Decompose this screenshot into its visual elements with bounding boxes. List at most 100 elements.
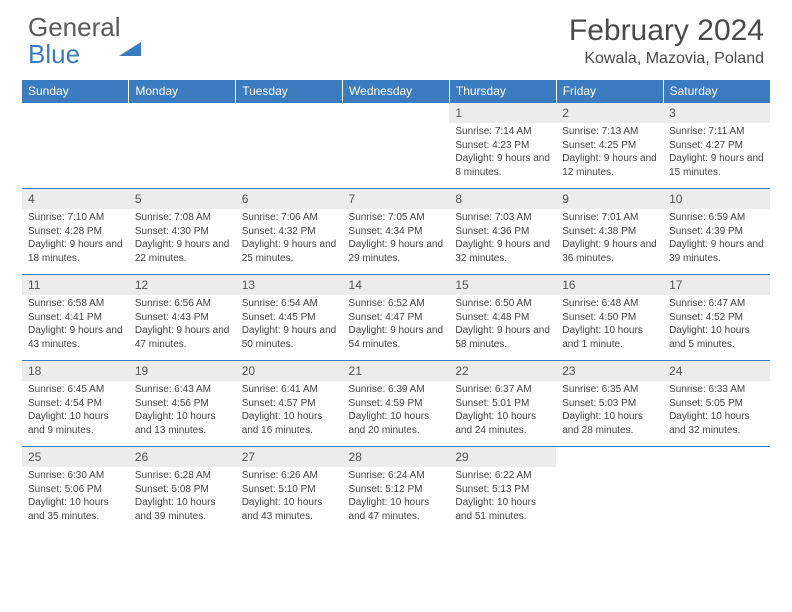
day-details: Sunrise: 6:56 AMSunset: 4:43 PMDaylight:… (129, 295, 236, 353)
calendar-body: 1Sunrise: 7:14 AMSunset: 4:23 PMDaylight… (22, 103, 770, 533)
day-number: 12 (129, 275, 236, 295)
day-details: Sunrise: 6:43 AMSunset: 4:56 PMDaylight:… (129, 381, 236, 439)
calendar-empty (22, 103, 129, 189)
calendar-day: 11Sunrise: 6:58 AMSunset: 4:41 PMDayligh… (22, 275, 129, 361)
day-details: Sunrise: 6:22 AMSunset: 5:13 PMDaylight:… (449, 467, 556, 525)
day-number: 11 (22, 275, 129, 295)
day-number: 4 (22, 189, 129, 209)
day-details: Sunrise: 6:58 AMSunset: 4:41 PMDaylight:… (22, 295, 129, 353)
day-details: Sunrise: 7:06 AMSunset: 4:32 PMDaylight:… (236, 209, 343, 267)
day-number: 21 (343, 361, 450, 381)
day-number: 20 (236, 361, 343, 381)
day-details: Sunrise: 6:41 AMSunset: 4:57 PMDaylight:… (236, 381, 343, 439)
day-details: Sunrise: 6:54 AMSunset: 4:45 PMDaylight:… (236, 295, 343, 353)
day-details: Sunrise: 6:52 AMSunset: 4:47 PMDaylight:… (343, 295, 450, 353)
day-number: 14 (343, 275, 450, 295)
calendar-empty (343, 103, 450, 189)
day-number: 1 (449, 103, 556, 123)
calendar-day: 15Sunrise: 6:50 AMSunset: 4:48 PMDayligh… (449, 275, 556, 361)
day-details: Sunrise: 7:03 AMSunset: 4:36 PMDaylight:… (449, 209, 556, 267)
calendar-week: 1Sunrise: 7:14 AMSunset: 4:23 PMDaylight… (22, 103, 770, 189)
logo-text: General Blue (28, 14, 121, 68)
day-details: Sunrise: 6:24 AMSunset: 5:12 PMDaylight:… (343, 467, 450, 525)
calendar-day: 4Sunrise: 7:10 AMSunset: 4:28 PMDaylight… (22, 189, 129, 275)
weekday-row: SundayMondayTuesdayWednesdayThursdayFrid… (22, 80, 770, 103)
logo-triangle-icon (119, 42, 141, 56)
day-details: Sunrise: 6:50 AMSunset: 4:48 PMDaylight:… (449, 295, 556, 353)
calendar-day: 2Sunrise: 7:13 AMSunset: 4:25 PMDaylight… (556, 103, 663, 189)
calendar-day: 27Sunrise: 6:26 AMSunset: 5:10 PMDayligh… (236, 447, 343, 533)
day-number: 5 (129, 189, 236, 209)
day-number: 15 (449, 275, 556, 295)
day-number: 22 (449, 361, 556, 381)
day-details: Sunrise: 6:45 AMSunset: 4:54 PMDaylight:… (22, 381, 129, 439)
calendar-empty (663, 447, 770, 533)
day-number: 2 (556, 103, 663, 123)
day-number: 23 (556, 361, 663, 381)
calendar-day: 26Sunrise: 6:28 AMSunset: 5:08 PMDayligh… (129, 447, 236, 533)
calendar-day: 1Sunrise: 7:14 AMSunset: 4:23 PMDaylight… (449, 103, 556, 189)
calendar-day: 13Sunrise: 6:54 AMSunset: 4:45 PMDayligh… (236, 275, 343, 361)
logo-word1: General (28, 12, 121, 42)
calendar-day: 14Sunrise: 6:52 AMSunset: 4:47 PMDayligh… (343, 275, 450, 361)
day-details: Sunrise: 7:14 AMSunset: 4:23 PMDaylight:… (449, 123, 556, 181)
day-number: 26 (129, 447, 236, 467)
calendar-day: 28Sunrise: 6:24 AMSunset: 5:12 PMDayligh… (343, 447, 450, 533)
calendar-day: 23Sunrise: 6:35 AMSunset: 5:03 PMDayligh… (556, 361, 663, 447)
day-number: 17 (663, 275, 770, 295)
weekday-header: Tuesday (236, 80, 343, 103)
calendar-day: 24Sunrise: 6:33 AMSunset: 5:05 PMDayligh… (663, 361, 770, 447)
day-number: 27 (236, 447, 343, 467)
calendar-day: 5Sunrise: 7:08 AMSunset: 4:30 PMDaylight… (129, 189, 236, 275)
header: General Blue February 2024 Kowala, Mazov… (0, 0, 792, 74)
day-details: Sunrise: 6:28 AMSunset: 5:08 PMDaylight:… (129, 467, 236, 525)
day-details: Sunrise: 6:59 AMSunset: 4:39 PMDaylight:… (663, 209, 770, 267)
logo: General Blue (28, 14, 141, 68)
calendar-day: 18Sunrise: 6:45 AMSunset: 4:54 PMDayligh… (22, 361, 129, 447)
calendar-day: 8Sunrise: 7:03 AMSunset: 4:36 PMDaylight… (449, 189, 556, 275)
day-number: 19 (129, 361, 236, 381)
weekday-header: Thursday (449, 80, 556, 103)
calendar-week: 11Sunrise: 6:58 AMSunset: 4:41 PMDayligh… (22, 275, 770, 361)
calendar-empty (236, 103, 343, 189)
calendar-day: 12Sunrise: 6:56 AMSunset: 4:43 PMDayligh… (129, 275, 236, 361)
page-title: February 2024 (569, 14, 764, 48)
calendar-day: 21Sunrise: 6:39 AMSunset: 4:59 PMDayligh… (343, 361, 450, 447)
calendar-week: 18Sunrise: 6:45 AMSunset: 4:54 PMDayligh… (22, 361, 770, 447)
day-details: Sunrise: 6:26 AMSunset: 5:10 PMDaylight:… (236, 467, 343, 525)
day-number: 13 (236, 275, 343, 295)
location-text: Kowala, Mazovia, Poland (569, 50, 764, 68)
calendar-week: 4Sunrise: 7:10 AMSunset: 4:28 PMDaylight… (22, 189, 770, 275)
weekday-header: Wednesday (343, 80, 450, 103)
day-details: Sunrise: 6:33 AMSunset: 5:05 PMDaylight:… (663, 381, 770, 439)
calendar-day: 6Sunrise: 7:06 AMSunset: 4:32 PMDaylight… (236, 189, 343, 275)
day-number: 8 (449, 189, 556, 209)
day-details: Sunrise: 6:47 AMSunset: 4:52 PMDaylight:… (663, 295, 770, 353)
calendar-day: 25Sunrise: 6:30 AMSunset: 5:06 PMDayligh… (22, 447, 129, 533)
weekday-header: Saturday (663, 80, 770, 103)
day-details: Sunrise: 7:10 AMSunset: 4:28 PMDaylight:… (22, 209, 129, 267)
day-number: 7 (343, 189, 450, 209)
day-number: 25 (22, 447, 129, 467)
day-number: 29 (449, 447, 556, 467)
calendar-day: 16Sunrise: 6:48 AMSunset: 4:50 PMDayligh… (556, 275, 663, 361)
calendar-day: 20Sunrise: 6:41 AMSunset: 4:57 PMDayligh… (236, 361, 343, 447)
calendar-day: 17Sunrise: 6:47 AMSunset: 4:52 PMDayligh… (663, 275, 770, 361)
calendar-day: 29Sunrise: 6:22 AMSunset: 5:13 PMDayligh… (449, 447, 556, 533)
day-details: Sunrise: 7:08 AMSunset: 4:30 PMDaylight:… (129, 209, 236, 267)
day-details: Sunrise: 6:39 AMSunset: 4:59 PMDaylight:… (343, 381, 450, 439)
day-details: Sunrise: 7:05 AMSunset: 4:34 PMDaylight:… (343, 209, 450, 267)
logo-word2: Blue (28, 39, 80, 69)
day-number: 16 (556, 275, 663, 295)
calendar-day: 22Sunrise: 6:37 AMSunset: 5:01 PMDayligh… (449, 361, 556, 447)
calendar-day: 9Sunrise: 7:01 AMSunset: 4:38 PMDaylight… (556, 189, 663, 275)
day-number: 10 (663, 189, 770, 209)
day-details: Sunrise: 6:37 AMSunset: 5:01 PMDaylight:… (449, 381, 556, 439)
title-block: February 2024 Kowala, Mazovia, Poland (569, 14, 764, 68)
weekday-header: Sunday (22, 80, 129, 103)
day-details: Sunrise: 7:13 AMSunset: 4:25 PMDaylight:… (556, 123, 663, 181)
day-details: Sunrise: 6:48 AMSunset: 4:50 PMDaylight:… (556, 295, 663, 353)
day-details: Sunrise: 6:35 AMSunset: 5:03 PMDaylight:… (556, 381, 663, 439)
calendar-week: 25Sunrise: 6:30 AMSunset: 5:06 PMDayligh… (22, 447, 770, 533)
day-number: 3 (663, 103, 770, 123)
